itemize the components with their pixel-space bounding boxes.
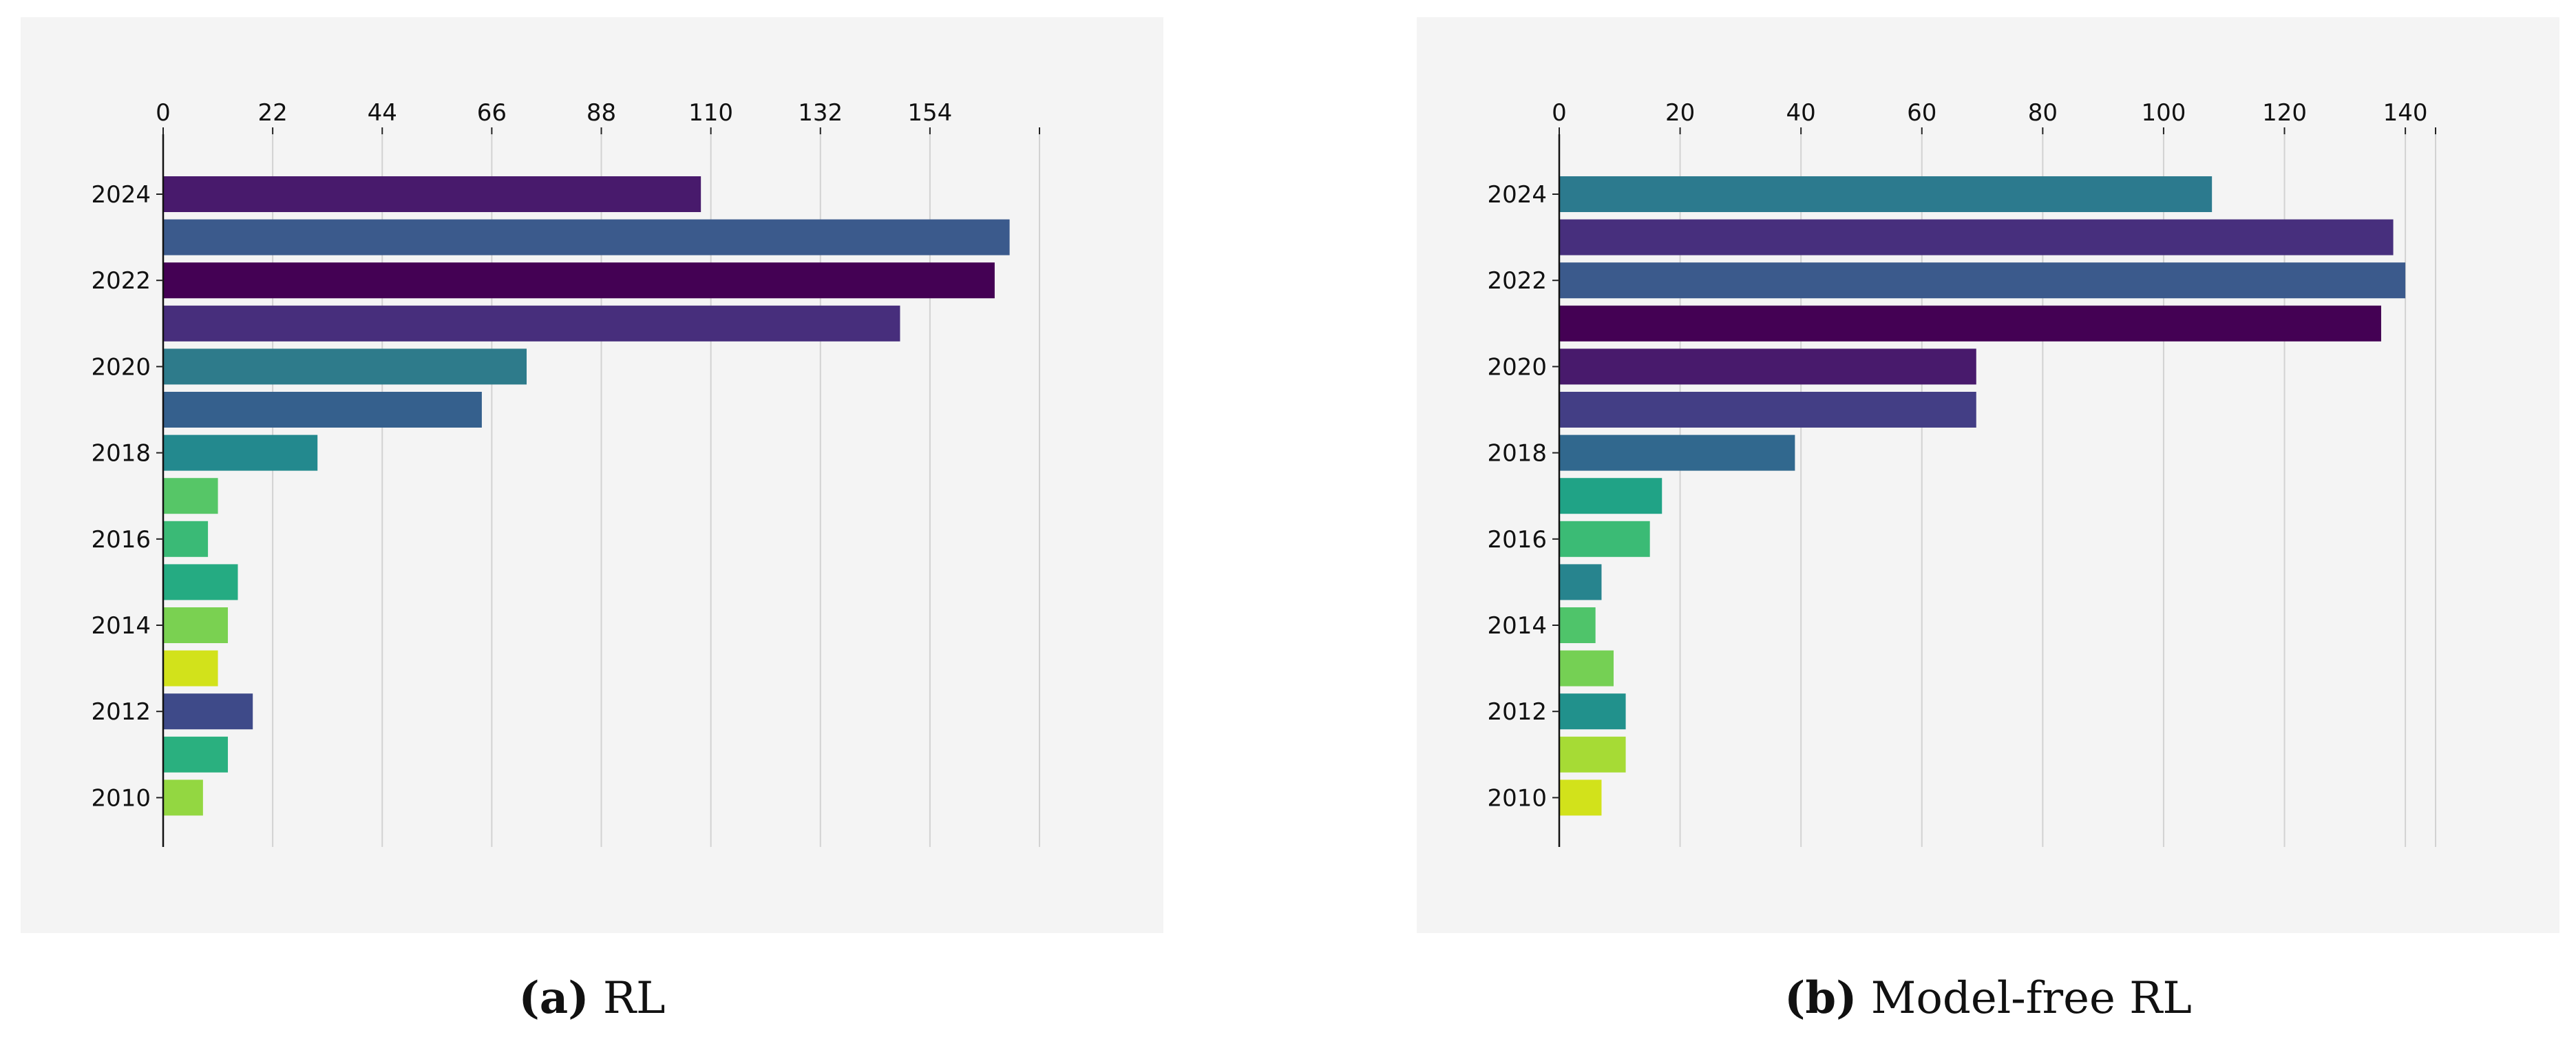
bar-2024	[163, 176, 701, 212]
chart-rl: 0 22 44 66 88 110 132 154 2024 2022 2020 2018 2016 20…	[91, 99, 1040, 847]
bar-2019	[163, 392, 482, 428]
x-tick-label: 110	[688, 99, 733, 127]
y-tick-label: 2018	[1487, 440, 1547, 468]
bar-2018	[163, 434, 318, 471]
bar-2011	[163, 736, 229, 773]
y-tick-label: 2014	[91, 612, 151, 640]
caption-rl: (a) RL	[21, 964, 1163, 1033]
bar-2023	[163, 219, 1010, 255]
y-tick-label: 2016	[91, 526, 151, 554]
caption-model-free-rl: (b) Model-free RL	[1417, 964, 2559, 1033]
y-tick-label: 2010	[91, 784, 151, 812]
y-tick-label: 2022	[1487, 267, 1547, 295]
bar-2023	[1559, 219, 2394, 255]
x-tick-label: 132	[798, 99, 843, 127]
y-tick-label: 2014	[1487, 612, 1547, 640]
x-tick-label: 88	[587, 99, 616, 127]
y-tick-label: 2012	[1487, 698, 1547, 726]
bar-2016	[163, 521, 209, 557]
y-tick-label: 2016	[1487, 526, 1547, 554]
bar-2011	[1559, 736, 1626, 773]
y-tick-label: 2012	[91, 698, 151, 726]
bar-2024	[1559, 176, 2213, 212]
y-tick-label: 2018	[91, 440, 151, 468]
chart-model-free-rl: 0 20 40 60 80 100 120 140 2024 2022 2020 2018 2016 20…	[1487, 99, 2436, 847]
caption-text: RL	[602, 973, 666, 1024]
bar-2022	[1559, 262, 2406, 299]
x-tick-label: 0	[156, 99, 171, 127]
bar-2021	[163, 305, 900, 342]
bar-2010	[163, 779, 203, 816]
x-tick-label: 140	[2383, 99, 2428, 127]
x-tick-label: 0	[1552, 99, 1567, 127]
bar-2013	[1559, 650, 1614, 687]
bar-2021	[1559, 305, 2381, 342]
y-tick-label: 2024	[91, 181, 151, 209]
y-tick-label: 2020	[1487, 353, 1547, 381]
bar-2020	[163, 348, 527, 385]
y-tick-label: 2022	[91, 267, 151, 295]
x-tick-label: 20	[1665, 99, 1695, 127]
caption-text: Model-free RL	[1870, 973, 2192, 1024]
y-tick-label: 2020	[91, 353, 151, 381]
caption-tag: (b)	[1784, 972, 1857, 1024]
bar-2012	[163, 693, 253, 730]
bar-2020	[1559, 348, 1976, 385]
bar-2016	[1559, 521, 1650, 557]
x-tick-label: 60	[1907, 99, 1936, 127]
bar-2015	[1559, 564, 1602, 600]
bar-2015	[163, 564, 238, 600]
y-tick-label: 2024	[1487, 181, 1547, 209]
bar-2012	[1559, 693, 1626, 730]
caption-tag: (a)	[518, 972, 589, 1024]
x-tick-label: 80	[2028, 99, 2058, 127]
bar-2013	[163, 650, 218, 687]
x-tick-label: 66	[477, 99, 507, 127]
bar-2017	[163, 478, 218, 514]
x-tick-label: 40	[1786, 99, 1816, 127]
x-tick-label: 22	[257, 99, 287, 127]
bar-2014	[163, 607, 229, 643]
chart-panel-model-free-rl: 0 20 40 60 80 100 120 140 2024 2022 2020 2018 2016 20…	[1417, 17, 2559, 933]
bar-2018	[1559, 434, 1795, 471]
x-tick-label: 154	[907, 99, 952, 127]
x-tick-label: 120	[2262, 99, 2307, 127]
x-tick-label: 44	[368, 99, 397, 127]
x-tick-label: 100	[2141, 99, 2186, 127]
bar-2019	[1559, 392, 1976, 428]
bar-2010	[1559, 779, 1602, 816]
y-tick-label: 2010	[1487, 784, 1547, 812]
bar-2014	[1559, 607, 1596, 643]
bar-2022	[163, 262, 995, 299]
bar-2017	[1559, 478, 1662, 514]
chart-panel-rl: 0 22 44 66 88 110 132 154 2024 2022 2020 2018 2016 20…	[21, 17, 1163, 933]
